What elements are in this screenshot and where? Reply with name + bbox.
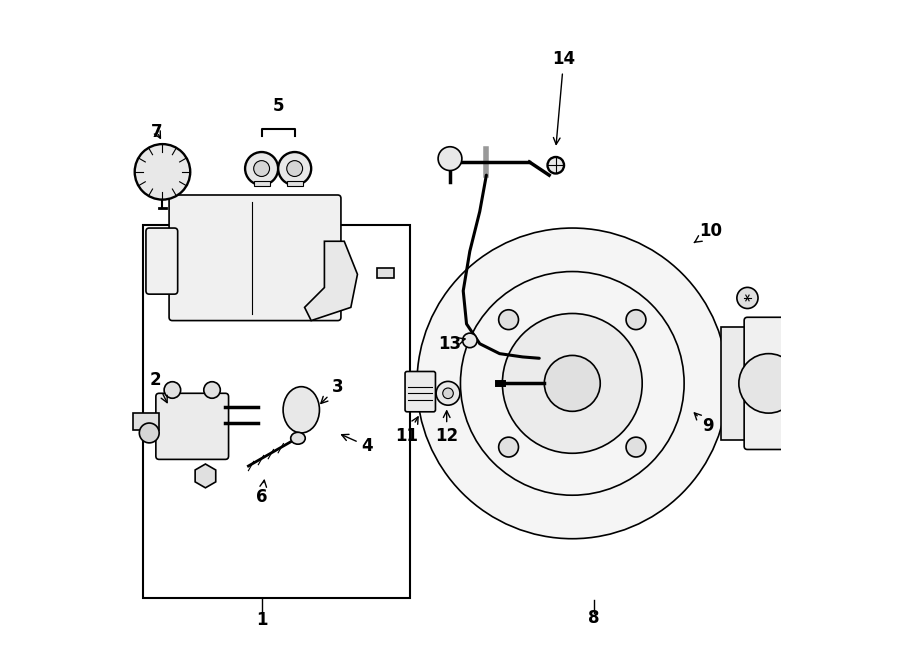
Bar xyxy=(132,413,159,430)
Circle shape xyxy=(135,144,190,200)
Text: 10: 10 xyxy=(694,222,723,243)
Circle shape xyxy=(245,152,278,185)
FancyBboxPatch shape xyxy=(146,228,177,294)
FancyBboxPatch shape xyxy=(156,393,229,459)
Ellipse shape xyxy=(203,382,220,398)
Circle shape xyxy=(278,152,311,185)
Text: 4: 4 xyxy=(342,434,374,455)
Text: 5: 5 xyxy=(273,97,284,115)
Circle shape xyxy=(626,437,646,457)
Ellipse shape xyxy=(284,387,320,433)
Ellipse shape xyxy=(291,432,305,444)
Circle shape xyxy=(626,310,646,330)
Circle shape xyxy=(443,388,454,399)
Circle shape xyxy=(417,228,727,539)
Text: 6: 6 xyxy=(256,480,267,506)
Circle shape xyxy=(499,310,518,330)
Ellipse shape xyxy=(463,333,477,348)
FancyBboxPatch shape xyxy=(169,195,341,321)
Circle shape xyxy=(287,161,302,176)
Polygon shape xyxy=(304,241,357,321)
Bar xyxy=(287,181,302,186)
Text: 9: 9 xyxy=(694,413,714,436)
Bar xyxy=(254,181,269,186)
Text: 1: 1 xyxy=(256,611,267,629)
Circle shape xyxy=(544,356,600,411)
Text: 12: 12 xyxy=(435,411,458,446)
Text: 7: 7 xyxy=(151,123,163,141)
Bar xyxy=(377,268,394,278)
Bar xyxy=(721,327,747,440)
Circle shape xyxy=(436,381,460,405)
Circle shape xyxy=(502,313,643,453)
Ellipse shape xyxy=(140,423,159,443)
Text: 13: 13 xyxy=(438,334,465,353)
FancyBboxPatch shape xyxy=(405,371,436,412)
FancyBboxPatch shape xyxy=(744,317,794,449)
Circle shape xyxy=(737,288,758,309)
Text: 14: 14 xyxy=(552,50,575,144)
Circle shape xyxy=(499,437,518,457)
Text: 11: 11 xyxy=(395,417,419,446)
Ellipse shape xyxy=(164,382,181,398)
Text: 8: 8 xyxy=(589,609,599,627)
Bar xyxy=(142,225,410,598)
Ellipse shape xyxy=(547,157,564,173)
Circle shape xyxy=(254,161,269,176)
Circle shape xyxy=(438,147,462,171)
Circle shape xyxy=(739,354,798,413)
Text: 3: 3 xyxy=(321,377,344,403)
Text: 2: 2 xyxy=(150,371,167,403)
